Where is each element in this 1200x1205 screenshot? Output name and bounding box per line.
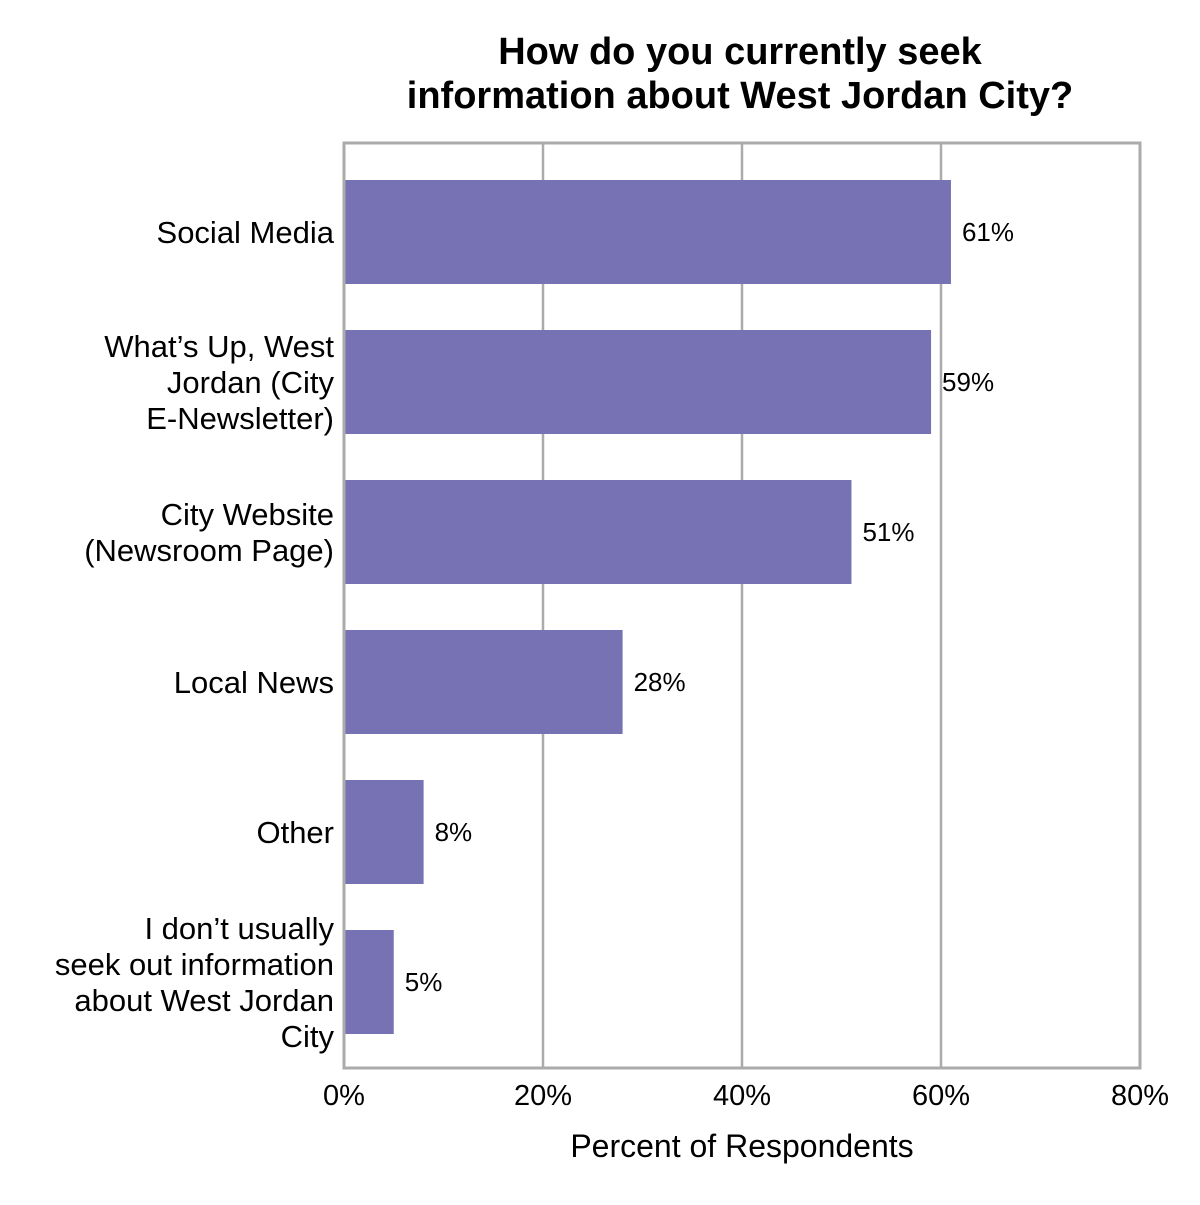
category-label-1-line-1: Jordan (City	[167, 365, 335, 400]
x-axis-label: Percent of Respondents	[570, 1128, 913, 1164]
category-label-4-line-0: Other	[256, 815, 334, 850]
data-label-5: 5%	[405, 967, 443, 997]
category-label-5-line-2: about West Jordan	[74, 983, 334, 1018]
x-tick-label-60: 60%	[912, 1080, 970, 1112]
category-label-3-line-0: Local News	[174, 665, 334, 700]
bar-1	[344, 330, 932, 434]
data-label-1: 59%	[942, 367, 994, 397]
chart-title-line-2: information about West Jordan City?	[406, 75, 1074, 117]
category-label-2-line-1: (Newsroom Page)	[84, 533, 334, 568]
data-label-0: 61%	[962, 217, 1014, 247]
x-tick-label-40: 40%	[713, 1080, 771, 1112]
bar-0	[344, 180, 951, 284]
category-label-5-line-0: I don’t usually	[144, 911, 334, 946]
chart-title-line-1: How do you currently seek	[498, 31, 982, 73]
category-label-0-line-0: Social Media	[157, 215, 335, 250]
bar-2	[344, 480, 852, 584]
bar-4	[344, 780, 424, 884]
category-label-5-line-3: City	[281, 1019, 335, 1054]
bar-5	[344, 930, 394, 1034]
bar-3	[344, 630, 623, 734]
category-label-1-line-2: E-Newsletter)	[146, 401, 334, 436]
data-label-3: 28%	[634, 667, 686, 697]
category-label-2-line-0: City Website	[161, 497, 334, 532]
category-label-1-line-0: What’s Up, West	[104, 329, 334, 364]
chart-title: How do you currently seek information ab…	[300, 30, 1180, 118]
data-label-4: 8%	[435, 817, 473, 847]
x-tick-label-0: 0%	[323, 1080, 365, 1112]
plot-frame	[342, 141, 1142, 1070]
x-tick-label-80: 80%	[1111, 1080, 1169, 1112]
x-tick-label-20: 20%	[514, 1080, 572, 1112]
category-label-5-line-1: seek out information	[55, 947, 334, 982]
data-label-2: 51%	[862, 517, 914, 547]
